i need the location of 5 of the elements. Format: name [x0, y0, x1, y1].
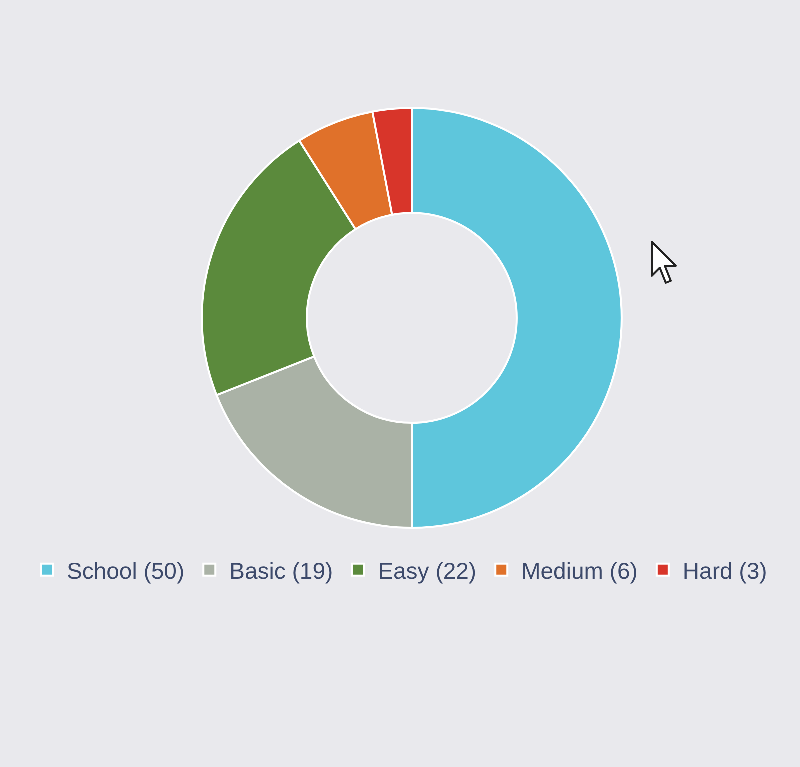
legend-label: Medium (6) — [522, 558, 638, 584]
legend-label: Hard (3) — [682, 558, 768, 584]
legend-label: Easy (22) — [378, 558, 477, 584]
legend-label: School (50) — [67, 558, 185, 584]
legend-label: Basic (19) — [230, 558, 334, 584]
